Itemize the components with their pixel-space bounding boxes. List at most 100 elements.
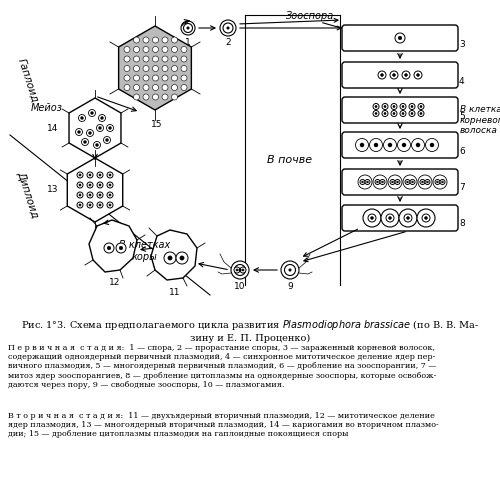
Circle shape	[424, 217, 428, 219]
Circle shape	[388, 143, 392, 146]
Circle shape	[425, 180, 430, 185]
Circle shape	[376, 181, 378, 183]
Circle shape	[404, 214, 412, 222]
Circle shape	[373, 111, 379, 117]
Circle shape	[236, 269, 238, 271]
Circle shape	[91, 112, 93, 114]
Circle shape	[426, 138, 438, 151]
Circle shape	[162, 75, 168, 81]
Text: 13: 13	[47, 186, 59, 195]
Circle shape	[109, 174, 111, 176]
Polygon shape	[151, 230, 197, 280]
Circle shape	[411, 113, 413, 115]
FancyBboxPatch shape	[342, 169, 458, 195]
Circle shape	[96, 125, 103, 131]
Circle shape	[109, 194, 111, 196]
Circle shape	[77, 202, 83, 208]
Circle shape	[77, 172, 83, 178]
Circle shape	[172, 65, 177, 71]
Circle shape	[363, 209, 381, 227]
Circle shape	[405, 180, 410, 185]
Circle shape	[284, 265, 296, 276]
Circle shape	[88, 110, 96, 117]
Circle shape	[187, 27, 189, 29]
Text: Зооспора: Зооспора	[286, 11, 334, 21]
Circle shape	[79, 174, 81, 176]
Circle shape	[417, 209, 435, 227]
Circle shape	[152, 85, 158, 91]
Circle shape	[393, 113, 395, 115]
Circle shape	[77, 182, 83, 188]
Text: Мейоз: Мейоз	[31, 103, 63, 113]
Circle shape	[366, 181, 368, 183]
Circle shape	[87, 192, 93, 198]
Circle shape	[360, 180, 365, 185]
Circle shape	[181, 46, 187, 52]
Circle shape	[289, 269, 291, 271]
Circle shape	[98, 115, 105, 122]
Circle shape	[375, 106, 377, 108]
Circle shape	[398, 36, 402, 40]
Circle shape	[124, 46, 130, 52]
Circle shape	[411, 106, 413, 108]
Circle shape	[99, 184, 101, 186]
Circle shape	[162, 65, 168, 71]
Text: Гаплоид: Гаплоид	[16, 57, 40, 103]
Circle shape	[143, 37, 149, 43]
Circle shape	[134, 75, 140, 81]
Circle shape	[391, 111, 397, 117]
Circle shape	[79, 184, 81, 186]
Circle shape	[181, 56, 187, 62]
Circle shape	[143, 46, 149, 52]
Text: Диплоид: Диплоид	[16, 171, 40, 220]
Circle shape	[168, 256, 172, 260]
Circle shape	[399, 209, 417, 227]
Circle shape	[77, 192, 83, 198]
Circle shape	[365, 180, 370, 185]
Circle shape	[420, 180, 425, 185]
Circle shape	[76, 128, 82, 135]
Circle shape	[143, 85, 149, 91]
Circle shape	[104, 136, 110, 143]
Text: В клетках
корневого
волоска: В клетках корневого волоска	[460, 105, 500, 135]
Circle shape	[400, 111, 406, 117]
Circle shape	[390, 71, 398, 79]
Circle shape	[143, 94, 149, 100]
Circle shape	[220, 20, 236, 36]
Text: 6: 6	[459, 146, 465, 155]
Circle shape	[172, 85, 177, 91]
Circle shape	[281, 261, 299, 279]
Text: В т о р и ч н а я  с т а д и я:  11 — двухъядерный вторичный плазмодий, 12 — мит: В т о р и ч н а я с т а д и я: 11 — двух…	[8, 412, 439, 439]
Circle shape	[382, 181, 384, 183]
Circle shape	[403, 175, 417, 189]
Text: 10: 10	[234, 282, 246, 291]
Circle shape	[362, 181, 364, 183]
Circle shape	[378, 71, 386, 79]
Circle shape	[99, 204, 101, 206]
Circle shape	[106, 125, 114, 131]
Circle shape	[124, 65, 130, 71]
Circle shape	[162, 46, 168, 52]
Circle shape	[375, 180, 380, 185]
Circle shape	[143, 65, 149, 71]
Circle shape	[391, 104, 397, 110]
Circle shape	[152, 37, 158, 43]
Circle shape	[375, 113, 377, 115]
Circle shape	[384, 113, 386, 115]
FancyBboxPatch shape	[342, 62, 458, 88]
Circle shape	[97, 182, 103, 188]
Circle shape	[409, 104, 415, 110]
Circle shape	[124, 85, 130, 91]
Circle shape	[412, 181, 414, 183]
FancyBboxPatch shape	[342, 97, 458, 123]
Circle shape	[181, 85, 187, 91]
Circle shape	[89, 194, 91, 196]
Circle shape	[388, 217, 392, 219]
Circle shape	[426, 181, 428, 183]
Circle shape	[87, 182, 93, 188]
Circle shape	[172, 75, 177, 81]
Circle shape	[395, 180, 400, 185]
Circle shape	[384, 106, 386, 108]
Circle shape	[152, 94, 158, 100]
Circle shape	[143, 56, 149, 62]
